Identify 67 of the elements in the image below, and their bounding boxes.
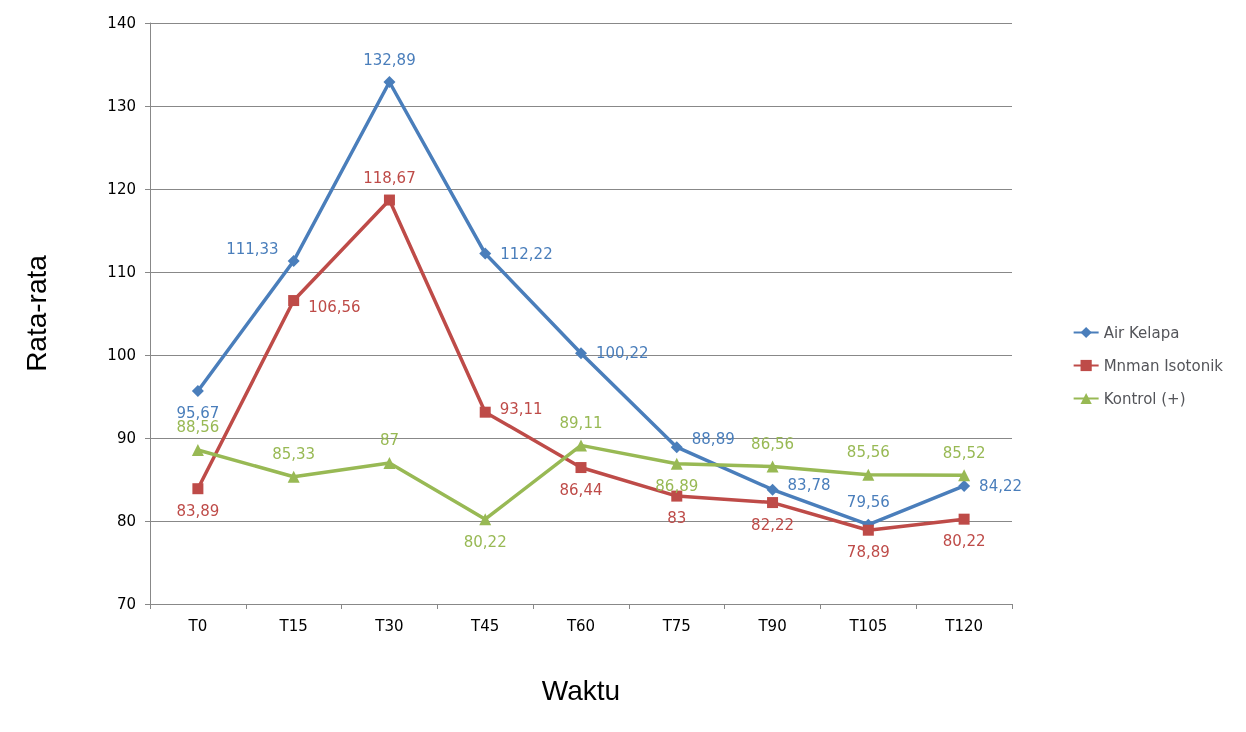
point: [191, 443, 204, 456]
data-label: 85,52: [942, 443, 986, 462]
x-tick-label: T120: [944, 616, 984, 635]
y-tick-label: 110: [107, 263, 136, 281]
x-tick-label: T75: [661, 616, 691, 635]
point: [288, 295, 300, 307]
data-label: 112,22: [500, 244, 553, 263]
x-axis-title: Waktu: [541, 674, 621, 706]
x-tick-label: T60: [565, 616, 596, 635]
point: [767, 497, 779, 509]
data-label: 80,22: [942, 532, 986, 551]
y-tick-label: 70: [116, 595, 136, 613]
point: [383, 456, 396, 469]
point: [958, 513, 970, 525]
legend-label: Air Kelapa: [1103, 323, 1180, 342]
y-tick-label: 120: [107, 180, 136, 198]
y-tick-label: 140: [107, 14, 136, 32]
data-label: 78,89: [846, 543, 890, 562]
data-label: 86,44: [559, 480, 603, 499]
point: [479, 513, 492, 526]
data-label: 85,56: [846, 443, 890, 462]
point: [191, 384, 204, 397]
point: [287, 470, 300, 483]
point: [479, 247, 492, 260]
point: [670, 457, 683, 470]
legend-label: Kontrol (+): [1103, 389, 1186, 408]
point: [862, 524, 874, 536]
point: [575, 462, 587, 474]
x-tick-label: T105: [848, 616, 888, 635]
point: [575, 439, 587, 452]
x-tick-label: T15: [278, 616, 308, 635]
data-label: 95,67: [176, 404, 220, 423]
legend-label: Mnman Isotonik: [1103, 356, 1224, 375]
point: [862, 468, 875, 481]
x-tick-label: T30: [374, 616, 404, 635]
point: [766, 460, 779, 473]
x-tick-label: T45: [470, 616, 500, 635]
data-label: 118,67: [363, 169, 416, 188]
point: [670, 441, 683, 454]
point: [479, 406, 491, 418]
data-label: 79,56: [846, 493, 890, 512]
data-label: 80,22: [463, 532, 507, 551]
point: [958, 469, 971, 482]
data-label: 86,56: [751, 435, 795, 454]
x-tick-label: T0: [187, 616, 208, 635]
data-label: 93,11: [499, 400, 543, 419]
data-label: 132,89: [363, 50, 416, 69]
data-label: 86,89: [655, 477, 699, 496]
data-label: 89,11: [559, 413, 603, 432]
data-label: 85,33: [272, 445, 316, 464]
data-label: 106,56: [308, 297, 361, 316]
y-tick-label: 90: [116, 429, 136, 447]
point: [383, 76, 396, 89]
y-tick-label: 80: [116, 512, 136, 530]
point: [383, 194, 395, 206]
y-tick-label: 130: [107, 97, 136, 115]
data-label: 84,22: [979, 476, 1023, 495]
point: [766, 483, 779, 496]
data-label: 111,33: [226, 239, 279, 258]
y-axis-title: Rata-rata: [20, 254, 52, 372]
point: [575, 347, 587, 360]
y-tick-label: 100: [107, 346, 136, 364]
data-label: 83,78: [787, 475, 831, 494]
data-label: 83,89: [176, 501, 220, 520]
x-tick-label: T90: [757, 616, 787, 635]
point: [287, 254, 300, 267]
point: [192, 483, 204, 495]
